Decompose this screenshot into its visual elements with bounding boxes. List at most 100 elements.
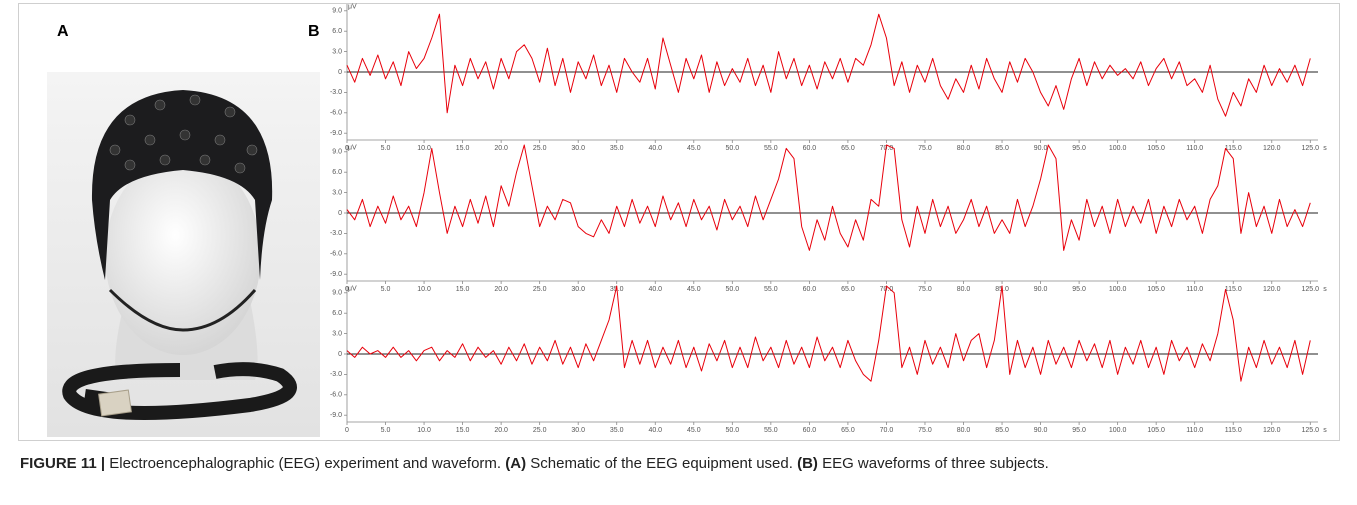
caption-segment: (B)	[797, 455, 818, 472]
x-tick-label: 10.0	[417, 427, 431, 434]
x-tick-label: 35.0	[610, 145, 624, 152]
x-tick-label: 100.0	[1109, 286, 1127, 293]
x-tick-label: 105.0	[1147, 286, 1165, 293]
eeg-trace	[346, 144, 1311, 251]
x-tick-label: 45.0	[687, 145, 701, 152]
y-tick-label: 0	[338, 69, 342, 76]
x-tick-label: 115.0	[1225, 145, 1242, 152]
x-tick-label: 65.0	[841, 145, 855, 152]
y-tick-label: -3.0	[330, 371, 342, 378]
x-tick-label: 40.0	[648, 286, 662, 293]
x-tick-label: 70.0	[880, 427, 894, 434]
x-tick-label: 125.0	[1302, 145, 1320, 152]
y-tick-label: 9.0	[332, 8, 342, 15]
x-tick-label: 40.0	[648, 427, 662, 434]
x-tick-label: 50.0	[726, 427, 740, 434]
caption: FIGURE 11 | Electroencephalographic (EEG…	[20, 455, 1340, 472]
figure-frame	[18, 3, 1340, 441]
x-tick-label: 125.0	[1302, 427, 1320, 434]
x-tick-label: 100.0	[1109, 145, 1127, 152]
x-tick-label: 120.0	[1263, 286, 1281, 293]
y-tick-label: 3.0	[332, 48, 342, 55]
x-tick-label: 105.0	[1147, 427, 1165, 434]
x-tick-label: 100.0	[1109, 427, 1127, 434]
y-tick-label: 9.0	[332, 149, 342, 156]
x-tick-label: 90.0	[1034, 427, 1048, 434]
x-tick-label: 95.0	[1072, 427, 1086, 434]
x-tick-label: 110.0	[1186, 286, 1203, 293]
x-tick-label: 90.0	[1034, 145, 1048, 152]
x-tick-label: 45.0	[687, 286, 701, 293]
x-tick-label: 115.0	[1225, 286, 1242, 293]
y-tick-label: 9.0	[332, 290, 342, 297]
x-tick-label: 15.0	[456, 427, 470, 434]
x-tick-label: 95.0	[1072, 145, 1086, 152]
y-tick-label: -3.0	[330, 230, 342, 237]
x-tick-label: 60.0	[803, 286, 817, 293]
x-tick-label: 40.0	[648, 145, 662, 152]
x-tick-label: 80.0	[957, 286, 971, 293]
x-tick-label: 60.0	[803, 427, 817, 434]
x-tick-label: 65.0	[841, 427, 855, 434]
figure: A B 9.0 6.0 3.0 0 -3.0 -6.0 -9.0 μV 0 5.0 10.0 15.0…	[18, 3, 1340, 441]
x-tick-label: 10.0	[417, 286, 431, 293]
y-tick-label: 6.0	[332, 310, 342, 317]
y-tick-label: -9.0	[330, 412, 342, 419]
x-tick-label: 20.0	[494, 427, 508, 434]
x-tick-label: 10.0	[417, 145, 431, 152]
y-tick-label: 0	[338, 210, 342, 217]
x-tick-label: 70.0	[880, 286, 894, 293]
x-tick-label: 65.0	[841, 286, 855, 293]
x-tick-label: 55.0	[764, 286, 778, 293]
x-tick-label: 120.0	[1263, 145, 1281, 152]
x-tick-label: 0	[345, 427, 349, 434]
x-tick-label: 55.0	[764, 427, 778, 434]
x-tick-label: 90.0	[1034, 286, 1048, 293]
y-tick-label: -6.0	[330, 110, 342, 117]
x-tick-label: 80.0	[957, 427, 971, 434]
eeg-trace	[346, 13, 1311, 117]
x-tick-label: 35.0	[610, 427, 624, 434]
x-tick-label: 5.0	[381, 145, 391, 152]
caption-segment: FIGURE 11 |	[20, 455, 106, 472]
x-tick-label: 55.0	[764, 145, 778, 152]
x-tick-label: 30.0	[571, 145, 585, 152]
x-tick-label: 105.0	[1147, 145, 1165, 152]
eeg-cap-photo	[47, 72, 320, 437]
panel-label: B	[308, 23, 320, 40]
x-tick-label: 95.0	[1072, 286, 1086, 293]
x-tick-label: 110.0	[1186, 427, 1203, 434]
y-tick-label: 6.0	[332, 169, 342, 176]
x-tick-label: 5.0	[381, 427, 391, 434]
x-tick-label: 30.0	[571, 427, 585, 434]
x-tick-label: 25.0	[533, 427, 547, 434]
y-tick-label: 6.0	[332, 28, 342, 35]
x-tick-label: 75.0	[918, 145, 932, 152]
x-tick-label: 5.0	[381, 286, 391, 293]
y-tick-label: -3.0	[330, 89, 342, 96]
x-unit: s	[1323, 286, 1327, 293]
y-tick-label: -6.0	[330, 392, 342, 399]
x-tick-label: 85.0	[995, 145, 1009, 152]
caption-segment: EEG waveforms of three subjects.	[817, 455, 1049, 472]
caption-segment: Electroencephalographic (EEG) experiment…	[105, 455, 506, 472]
y-tick-label: 3.0	[332, 189, 342, 196]
x-unit: s	[1323, 427, 1327, 434]
panel-label: A	[57, 23, 69, 40]
x-tick-label: 25.0	[533, 286, 547, 293]
x-tick-label: 125.0	[1302, 286, 1320, 293]
x-tick-label: 25.0	[533, 145, 547, 152]
x-tick-label: 30.0	[571, 286, 585, 293]
y-unit: μV	[348, 4, 357, 11]
x-tick-label: 75.0	[918, 427, 932, 434]
y-tick-label: 0	[338, 351, 342, 358]
y-tick-label: 3.0	[332, 330, 342, 337]
y-tick-label: -9.0	[330, 130, 342, 137]
x-tick-label: 85.0	[995, 427, 1009, 434]
y-tick-label: -9.0	[330, 271, 342, 278]
x-tick-label: 50.0	[726, 145, 740, 152]
x-tick-label: 50.0	[726, 286, 740, 293]
x-tick-label: 80.0	[957, 145, 971, 152]
y-unit: μV	[348, 286, 357, 293]
eeg-trace	[346, 285, 1311, 382]
